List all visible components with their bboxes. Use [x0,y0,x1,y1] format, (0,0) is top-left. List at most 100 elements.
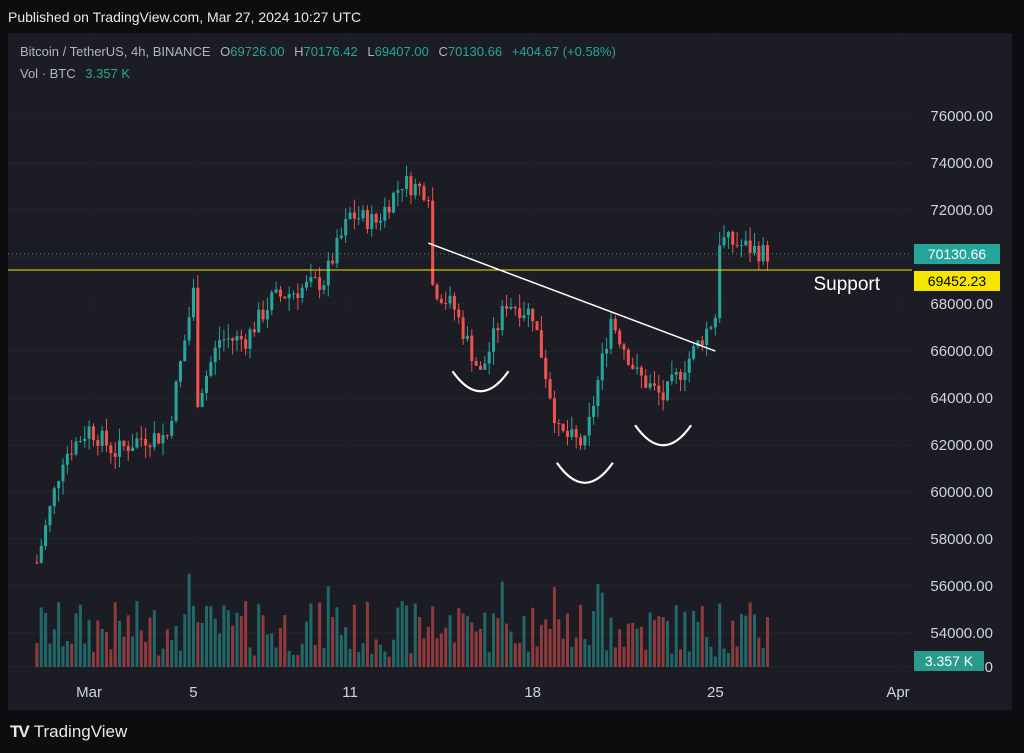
volume-bar [539,624,543,667]
volume-bar [278,628,282,667]
volume-bar [270,633,274,667]
published-header: Published on TradingView.com, Mar 27, 20… [8,9,362,25]
volume-bar [261,615,265,667]
candle-body [61,464,65,482]
candle-body [757,245,761,262]
volume-bar [557,619,561,667]
candle-body [244,339,248,349]
volume-bar [718,603,722,667]
candle-body [326,260,330,286]
y-tick-label: 74000.00 [930,155,993,172]
volume-bar [670,653,674,667]
candle-body [257,309,261,333]
candle-body [552,398,556,424]
candle-body [618,330,622,345]
candle-body [752,245,757,254]
volume-bar [361,643,365,667]
volume-tag-value: 3.357 K [925,653,974,669]
volume-bar [665,620,670,667]
volume-bar [183,614,187,667]
candle-body [622,344,626,350]
candle-body [565,430,570,438]
candle-body [161,435,165,444]
volume-bar [535,646,539,667]
candle-body [265,310,269,320]
candle-body [74,441,78,455]
volume-bar [96,620,100,667]
candle-body [391,192,396,213]
candle-body [400,189,404,191]
volume-bar [139,630,143,667]
candle-body [322,285,326,290]
volume-bar [226,610,230,667]
candle-body [387,206,391,213]
volume-bar [348,648,352,667]
volume-bar [39,607,43,667]
candle-body [118,440,122,457]
legend-low-label: L [367,44,375,59]
candle-body [544,357,548,380]
x-tick-label: 18 [524,684,541,701]
volume-bar [431,606,435,667]
volume-bar [518,642,522,667]
last-price-tag [914,244,1000,265]
support-price-tag [914,270,1000,291]
footer-brand: TV TradingView [10,722,127,742]
y-tick-label: 66000.00 [930,343,993,360]
chart-panel[interactable]: 76000.0074000.0072000.0070000.0068000.00… [8,33,1012,710]
volume-bar [274,647,278,667]
y-tick-label: 56000.00 [930,578,993,595]
x-tick-label: 5 [189,684,197,701]
volume-bar [213,618,217,667]
candle-body [696,340,700,347]
volume-bar [726,652,730,667]
volume-bar [605,650,609,667]
candle-body [48,506,52,526]
candle-body [187,317,191,341]
volume-bar [365,601,369,667]
y-tick-label: 54000.00 [930,625,993,642]
candle-body [52,488,56,507]
candlestick-chart[interactable]: 76000.0074000.0072000.0070000.0068000.00… [8,33,1012,710]
volume-bar [465,615,469,667]
volume-bar [435,638,439,667]
candle-body [100,430,104,446]
candle-body [396,190,400,193]
candle-body [435,284,439,299]
candle-body [204,375,209,393]
volume-bar [739,613,743,667]
volume-bar [657,616,661,667]
candle-body [557,423,561,425]
volume-bar [248,647,252,667]
volume-bar [757,637,761,667]
volume-bar [113,602,117,667]
volume-bar [483,612,487,667]
legend-low-value: 69407.00 [374,44,429,59]
legend-open-label: O [220,44,231,59]
volume-bar [209,606,213,667]
candle-body [70,453,74,455]
candle-body [405,176,409,190]
volume-bar [87,620,91,667]
volume-bar [648,612,652,667]
plot-background [8,33,912,710]
candle-body [483,363,487,370]
candle-body [165,435,169,437]
volume-bar [344,627,348,667]
candle-body [579,437,583,446]
candle-body [448,295,452,304]
candle-body [461,317,465,339]
candle-body [766,244,770,262]
candle-body [383,206,387,221]
volume-bar [196,622,200,667]
legend-close-label: C [438,44,448,59]
volume-bar [322,647,326,667]
candle-body [731,231,735,245]
volume-bar [191,605,195,667]
volume-bar [631,622,635,667]
volume-bar [439,633,443,667]
candle-body [583,435,587,446]
volume-bar [283,615,287,667]
candle-body [113,453,117,457]
legend-change: +404.67 (+0.58%) [511,44,616,59]
